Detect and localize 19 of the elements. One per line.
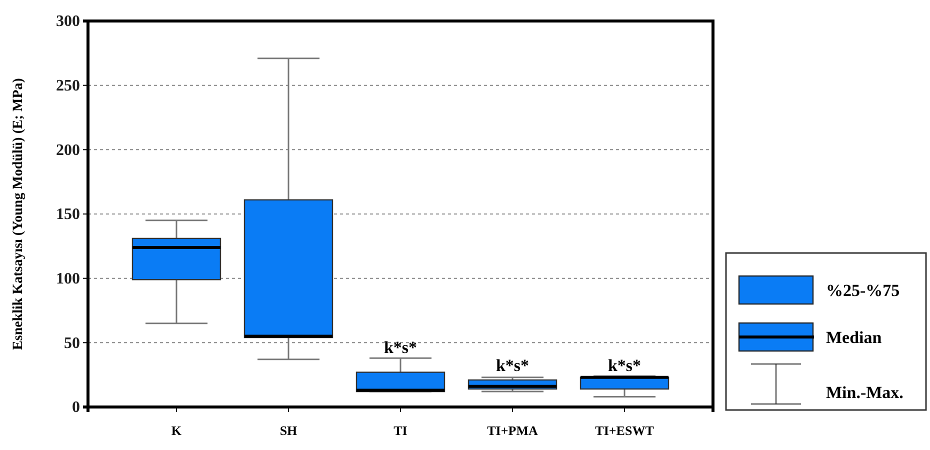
- y-tick-label: 150: [56, 206, 80, 224]
- y-tick-label: 0: [72, 399, 80, 416]
- text: Min.-Max.: [826, 383, 904, 402]
- y-axis-title: Esneklik Katsayısı (Young Modülü) (E; MPa): [11, 78, 26, 350]
- text: %25-%75: [826, 281, 900, 300]
- x-tick-label: K: [171, 423, 182, 438]
- y-tick-label: 50: [64, 334, 80, 352]
- y-tick-label: 100: [56, 270, 80, 288]
- y-tick-label: 300: [56, 13, 80, 30]
- x-tick-label: TI+ESWT: [595, 423, 654, 438]
- x-tick-label: TI: [394, 423, 408, 438]
- text: Median: [826, 328, 882, 347]
- y-tick-label: 200: [56, 142, 80, 159]
- y-tick-label: 250: [56, 77, 80, 94]
- annotation: k*s*: [384, 338, 418, 358]
- annotation: k*s*: [496, 356, 530, 376]
- x-tick-label: SH: [280, 423, 298, 438]
- annotation: k*s*: [608, 356, 642, 376]
- x-tick-label: TI+PMA: [487, 423, 538, 438]
